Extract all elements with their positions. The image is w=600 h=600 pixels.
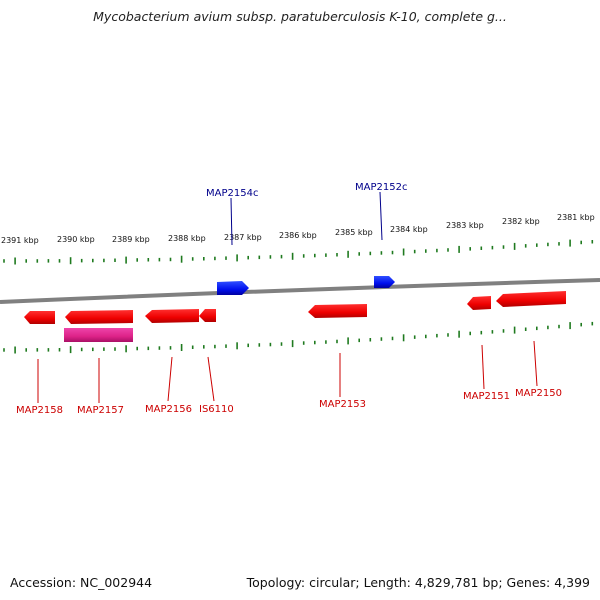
forward-strand-arrow[interactable] (308, 304, 367, 318)
forward-strand-arrow[interactable] (496, 291, 566, 307)
reverse-strand-arrow[interactable] (217, 281, 249, 295)
forward-strand-arrow[interactable] (199, 309, 216, 322)
map-title: Mycobacterium avium subsp. paratuberculo… (93, 9, 507, 24)
scale-label: 2387 kbp (224, 233, 262, 242)
forward-strand-arrow[interactable] (467, 296, 491, 310)
feature-label: MAP2151 (463, 391, 510, 402)
feature-map2154c[interactable]: MAP2154c (206, 188, 258, 295)
feature-label: MAP2156 (145, 404, 192, 415)
genome-summary-text: Topology: circular; Length: 4,829,781 bp… (246, 575, 590, 590)
feature-map2156[interactable]: MAP2156 (145, 309, 199, 415)
label-leader (379, 191, 383, 241)
reverse-strand-arrow[interactable] (374, 276, 395, 288)
scale-ticks-top (3, 239, 594, 265)
scale-label: 2390 kbp (57, 235, 95, 244)
feature-label: MAP2150 (515, 388, 562, 399)
scale-label: 2389 kbp (112, 235, 150, 244)
scale-label: 2388 kbp (168, 234, 206, 243)
forward-strand-arrow[interactable] (24, 311, 55, 324)
label-leader (533, 340, 538, 387)
feature-label: MAP2158 (16, 405, 63, 416)
feature-map2157[interactable]: MAP2157 (64, 310, 133, 416)
label-leader (207, 356, 215, 402)
feature-label: MAP2157 (77, 405, 124, 416)
feature-map2153[interactable]: MAP2153 (308, 304, 367, 410)
feature-is6110[interactable]: IS6110 (199, 309, 234, 415)
forward-strand-arrow[interactable] (65, 310, 133, 324)
scale-label: 2383 kbp (446, 221, 484, 230)
feature-label: IS6110 (199, 404, 234, 415)
label-leader (230, 197, 233, 246)
scale-label: 2386 kbp (279, 231, 317, 240)
scale-label: 2391 kbp (1, 236, 39, 245)
label-leader (167, 356, 173, 402)
feature-map2158[interactable]: MAP2158 (16, 311, 63, 416)
scale-labels: 2391 kbp 2390 kbp 2389 kbp 2388 kbp 2387… (1, 213, 595, 245)
feature-map2151[interactable]: MAP2151 (463, 296, 510, 402)
scale-label: 2382 kbp (502, 217, 540, 226)
label-leader (481, 344, 485, 390)
scale-ticks-bottom (3, 321, 594, 354)
feature-label: MAP2153 (319, 399, 366, 410)
scale-label: 2385 kbp (335, 228, 373, 237)
feature-label: MAP2154c (206, 188, 258, 199)
feature-label: MAP2152c (355, 182, 407, 193)
feature-map2150[interactable]: MAP2150 (496, 291, 566, 399)
scale-label: 2384 kbp (390, 225, 428, 234)
scale-label: 2381 kbp (557, 213, 595, 222)
forward-strand-arrow[interactable] (145, 309, 199, 323)
mobile-element-bar[interactable] (64, 328, 133, 342)
accession-text: Accession: NC_002944 (10, 575, 153, 590)
feature-map2152c[interactable]: MAP2152c (355, 182, 407, 288)
genome-backbone (0, 278, 600, 304)
